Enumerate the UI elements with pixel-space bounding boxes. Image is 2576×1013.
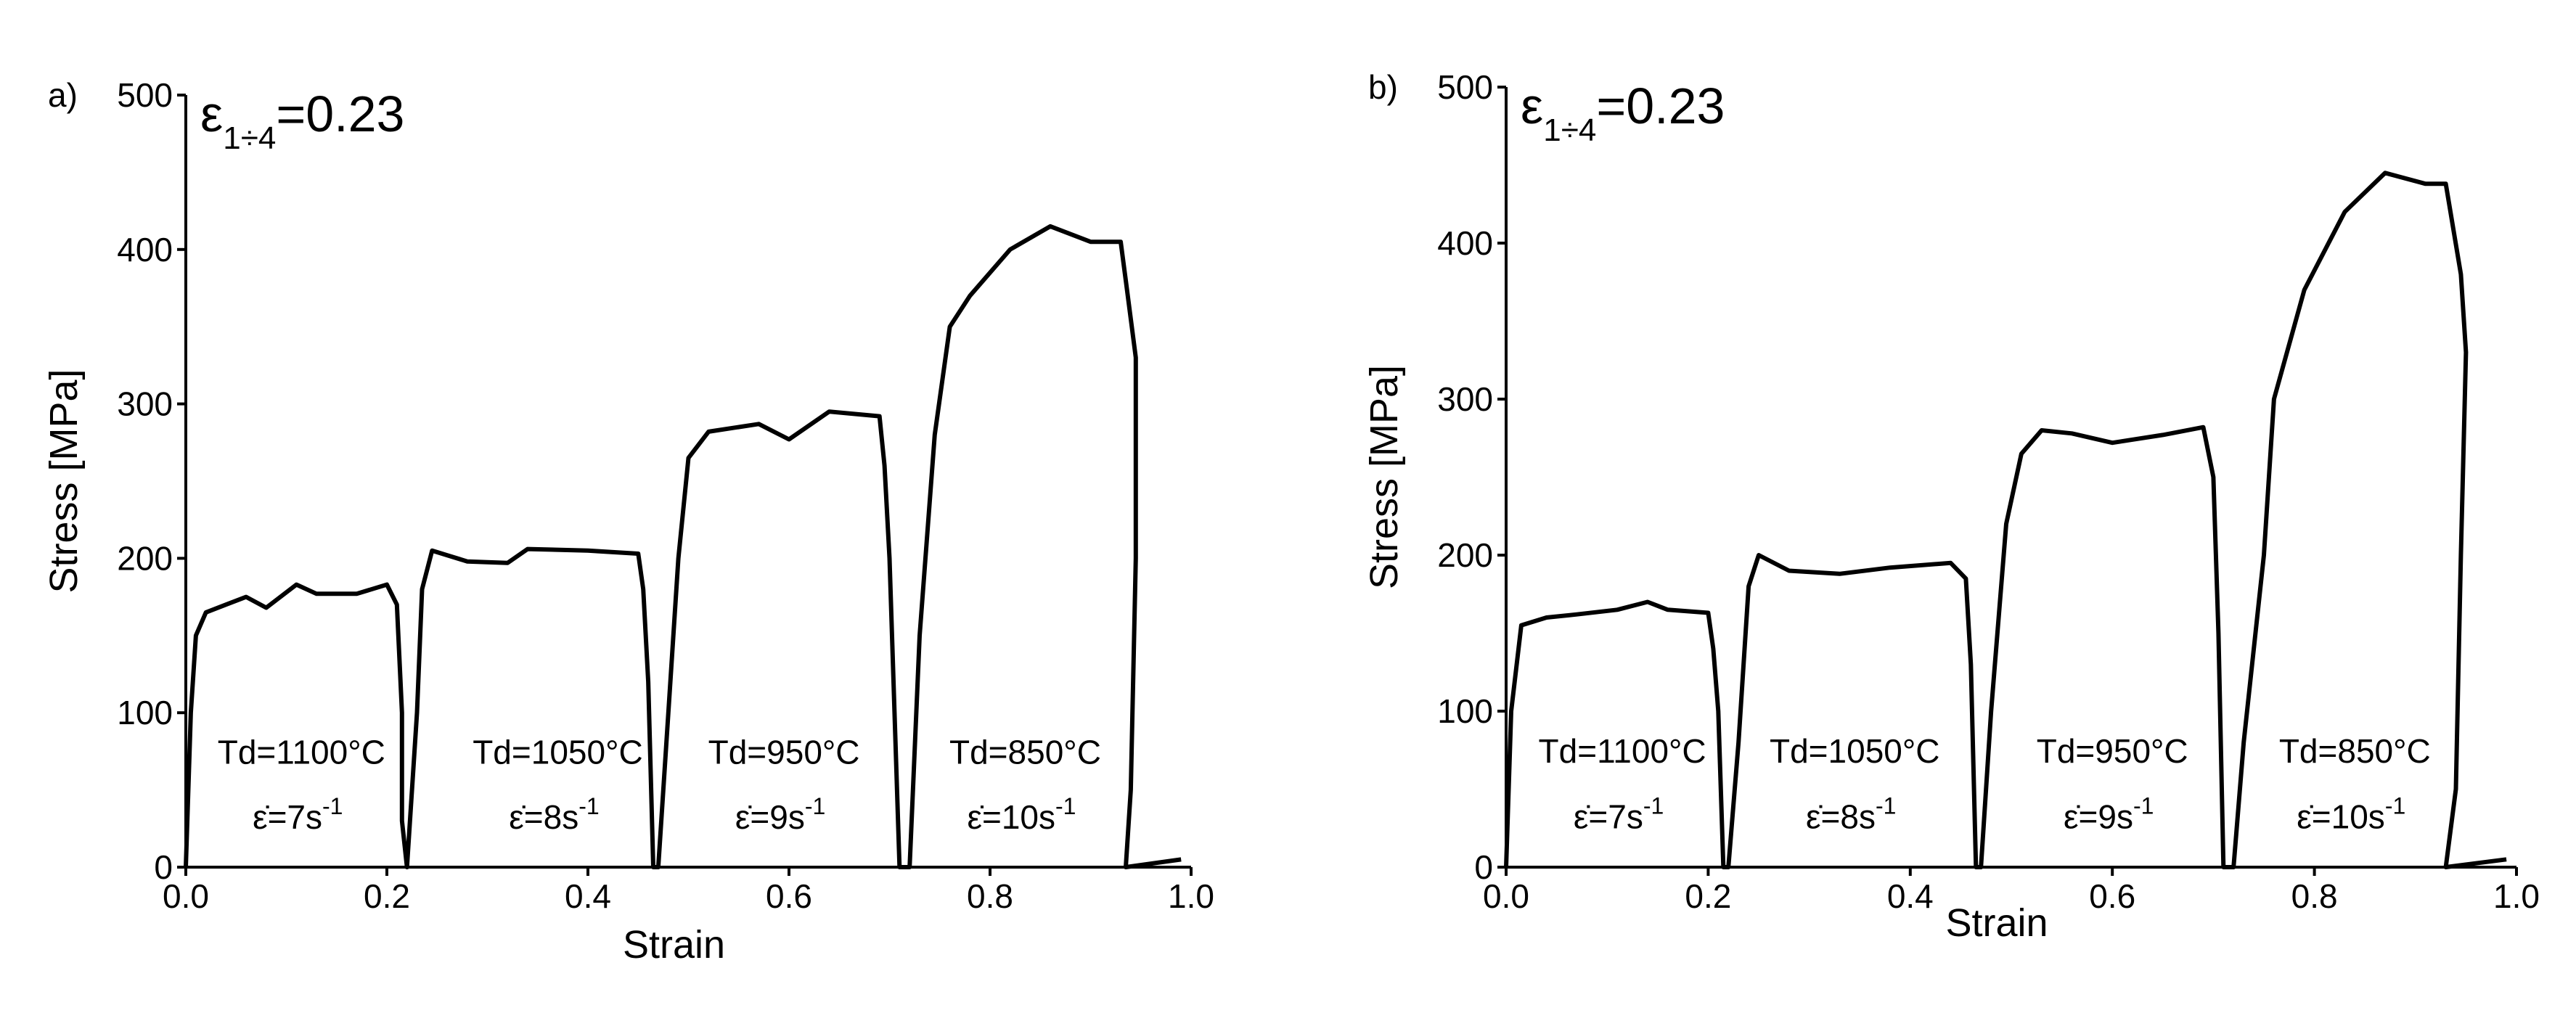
pass-rate: ε̇=8s-1 — [1806, 792, 1896, 835]
rate-text: ε̇=7s — [1574, 797, 1643, 835]
pass-rate: ε̇=9s-1 — [735, 793, 825, 836]
strain-note: ε1÷4=0.23 — [1521, 78, 1725, 148]
rate-text: ε̇=10s — [2297, 797, 2385, 835]
y-axis-label: Stress [MPa] — [1362, 365, 1406, 589]
x-tick-label: 0.6 — [2089, 877, 2135, 915]
y-tick-label: 100 — [1437, 692, 1493, 730]
pass-temperature: Td=1050°C — [473, 733, 643, 771]
curve — [184, 223, 1182, 869]
x-tick-label: 1.0 — [1168, 877, 1214, 915]
x-tick-label: 0.4 — [565, 877, 611, 915]
x-tick-label: 0.2 — [364, 877, 410, 915]
panel-label: a) — [48, 76, 78, 114]
note-symbol: ε — [1521, 78, 1543, 134]
pass-temperature: Td=850°C — [2279, 732, 2431, 770]
rate-text: ε̇=8s — [509, 798, 578, 836]
rate-exponent: -1 — [1643, 792, 1664, 819]
y-tick-label: 200 — [1437, 536, 1493, 574]
y-tick-label: 500 — [117, 76, 173, 114]
note-text: =0.23 — [1596, 78, 1725, 134]
y-tick-label: 0 — [154, 848, 173, 886]
y-tick-label: 400 — [117, 231, 173, 268]
pass-temperature: Td=1050°C — [1770, 732, 1940, 770]
x-tick-label: 0.8 — [967, 877, 1013, 915]
rate-exponent: -1 — [2133, 792, 2154, 819]
note-subscript: 1÷4 — [1543, 112, 1596, 148]
pass-rate: ε̇=9s-1 — [2064, 792, 2154, 835]
strain-note: ε1÷4=0.23 — [200, 86, 404, 156]
rate-text: ε̇=7s — [253, 798, 322, 836]
x-tick-label: 0.8 — [2291, 877, 2338, 915]
pass-rate: ε̇=8s-1 — [509, 793, 599, 836]
panel-label: b) — [1368, 68, 1398, 106]
y-tick-label: 300 — [117, 385, 173, 423]
x-tick-label: 0.0 — [163, 877, 209, 915]
rate-text: ε̇=10s — [967, 798, 1055, 836]
rate-text: ε̇=9s — [2064, 797, 2133, 835]
y-axis-label: Stress [MPa] — [42, 369, 86, 593]
chart: 0 100 200 300 400 500 0.0 0.2 0.4 0.6 0.8 1.0 Strain… — [1362, 68, 2540, 945]
rate-exponent: -1 — [1876, 792, 1896, 819]
x-tick-label: 1.0 — [2493, 877, 2540, 915]
rate-exponent: -1 — [805, 793, 825, 819]
rate-exponent: -1 — [322, 793, 343, 819]
pass-temperature: Td=1100°C — [218, 733, 385, 771]
pass-rate: ε̇=7s-1 — [253, 793, 343, 836]
rate-exponent: -1 — [1055, 793, 1076, 819]
pass-rate: ε̇=7s-1 — [1574, 792, 1664, 835]
x-tick-label: 0.6 — [766, 877, 812, 915]
x-tick-label: 0.0 — [1483, 877, 1529, 915]
rate-exponent: -1 — [2385, 792, 2405, 819]
note-subscript: 1÷4 — [223, 120, 276, 156]
y-tick-label: 400 — [1437, 224, 1493, 262]
x-axis-label: Strain — [623, 923, 725, 967]
x-tick-label: 0.2 — [1685, 877, 1731, 915]
y-tick-label: 500 — [1437, 68, 1493, 106]
note-symbol: ε — [200, 86, 223, 142]
pass-temperature: Td=1100°C — [1539, 732, 1706, 770]
pass-temperature: Td=950°C — [708, 733, 860, 771]
y-tick-label: 100 — [117, 694, 173, 731]
rate-text: ε̇=9s — [735, 798, 805, 836]
pass-rate: ε̇=10s-1 — [2297, 792, 2405, 835]
y-tick-label: 0 — [1474, 848, 1493, 886]
chart: 0 100 200 300 400 500 0.0 0.2 0.4 0.6 0.8 1.0 Strain… — [42, 76, 1214, 967]
x-axis-label: Strain — [1945, 901, 2048, 945]
rate-exponent: -1 — [578, 793, 599, 819]
y-tick-label: 200 — [117, 539, 173, 577]
rate-text: ε̇=8s — [1806, 797, 1876, 835]
note-text: =0.23 — [276, 86, 404, 142]
pass-temperature: Td=950°C — [2037, 732, 2188, 770]
x-tick-label: 0.4 — [1887, 877, 1934, 915]
curve — [1504, 171, 2507, 869]
pass-rate: ε̇=10s-1 — [967, 793, 1076, 836]
pass-temperature: Td=850°C — [949, 733, 1101, 771]
y-tick-label: 300 — [1437, 380, 1493, 418]
